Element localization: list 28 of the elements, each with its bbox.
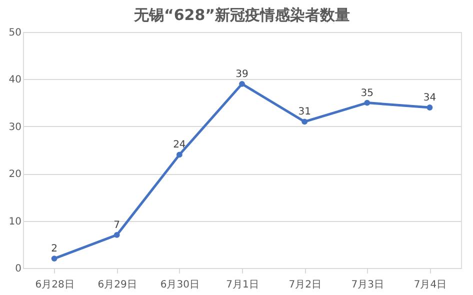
data-label: 34 [423, 92, 436, 104]
y-tick-label: 20 [8, 169, 22, 180]
y-tick-label: 10 [8, 216, 22, 228]
data-label: 31 [298, 106, 311, 118]
x-tick-label: 7月2日 [288, 280, 322, 290]
point [176, 152, 182, 158]
x-tick-label: 6月28日 [35, 280, 74, 290]
chart-title: 无锡“628”新冠疫情感染者数量 [132, 6, 350, 24]
data-label: 2 [51, 244, 58, 255]
y-tick-label: 40 [8, 74, 22, 86]
y-tick-label: 30 [8, 122, 22, 133]
x-tick-label: 7月4日 [414, 280, 447, 290]
data-label: 35 [360, 88, 374, 99]
point [364, 100, 370, 106]
point [426, 104, 433, 110]
data-label: 39 [236, 68, 248, 80]
data-label: 7 [114, 220, 120, 231]
y-tick-label: 0 [15, 264, 22, 274]
point [239, 80, 245, 87]
x-tick-label: 6月29日 [98, 280, 137, 290]
data-label: 24 [173, 140, 186, 151]
point [302, 118, 308, 125]
x-tick-label: 7月3日 [351, 280, 384, 290]
y-tick-label: 50 [8, 28, 22, 38]
x-tick-label: 6月30日 [160, 280, 200, 290]
point [51, 256, 58, 262]
x-tick-label: 7月1日 [226, 280, 259, 290]
point [114, 232, 120, 238]
